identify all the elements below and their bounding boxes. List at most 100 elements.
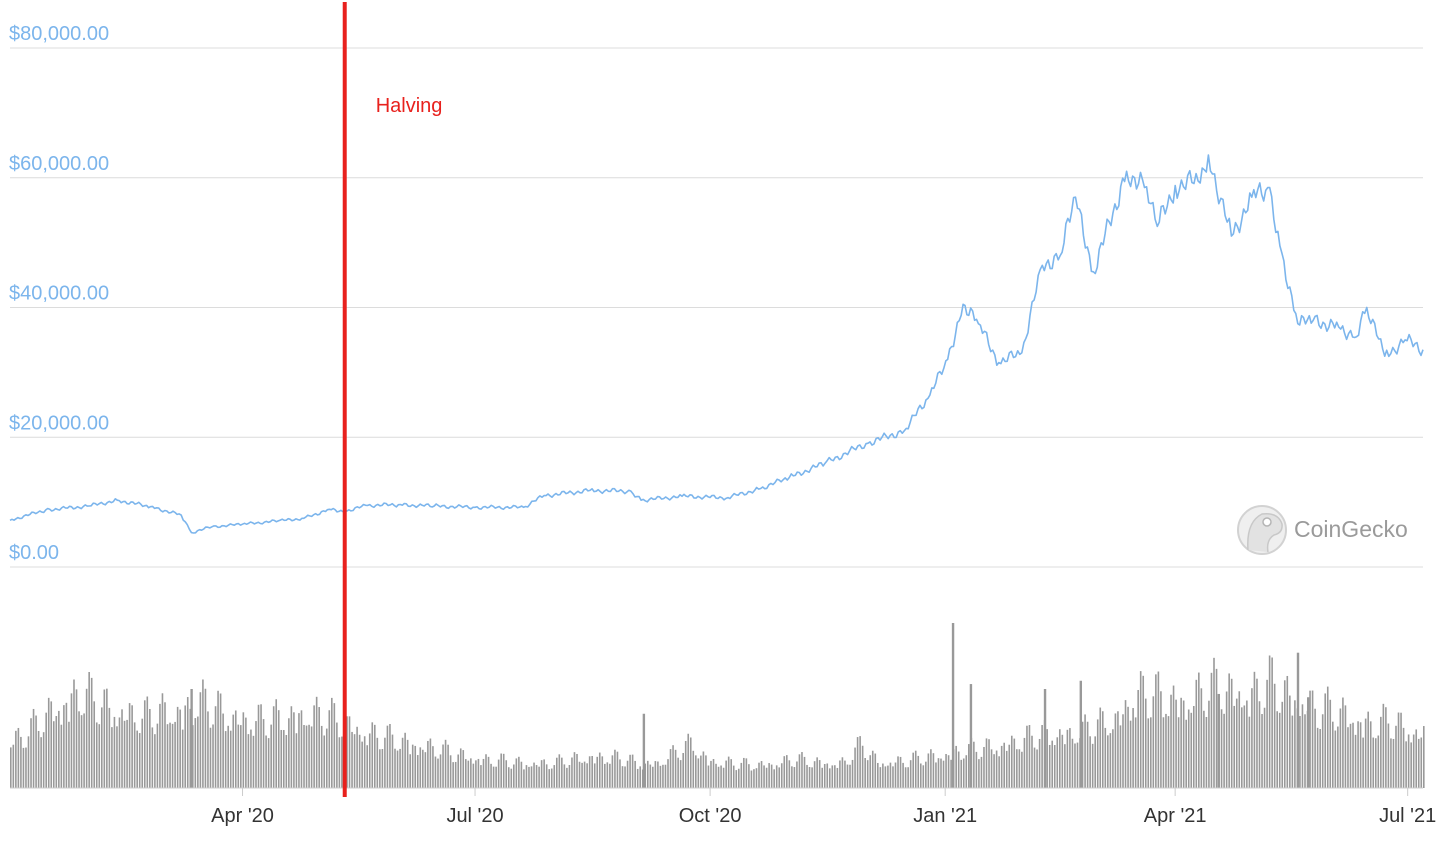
volume-bar (1311, 690, 1314, 788)
volume-bar (990, 749, 993, 788)
volume-bar (750, 770, 753, 788)
volume-bar (1390, 738, 1392, 788)
volume-bar (811, 767, 813, 788)
volume-bar (1263, 707, 1266, 788)
volume-bar (229, 730, 232, 788)
volume-bar (1423, 726, 1425, 788)
volume-bar (288, 718, 290, 788)
volume-bar (78, 711, 80, 788)
volume-bar (68, 721, 70, 788)
volume-bar (1220, 709, 1223, 788)
volume-bar (758, 762, 760, 788)
volume-bar (338, 737, 341, 788)
volume-bar (457, 754, 460, 788)
volume-bar (523, 769, 525, 788)
volume-bar (361, 741, 363, 788)
volume-bar (25, 747, 27, 788)
volume-bar (844, 760, 846, 788)
volume-bar (947, 755, 950, 788)
volume-bar (851, 759, 854, 788)
volume-bar (1248, 716, 1251, 788)
volume-bar (791, 766, 793, 788)
volume-bar (558, 754, 561, 788)
volume-bar (384, 737, 386, 788)
volume-bar (320, 725, 323, 788)
volume-bar (654, 761, 657, 788)
volume-bar (841, 757, 844, 788)
volume-bar (743, 757, 745, 788)
volume-bar (98, 724, 101, 788)
volume-bar (879, 767, 882, 788)
volume-bar (234, 710, 237, 788)
volume-bar (1241, 707, 1243, 788)
volume-bar (1228, 673, 1230, 788)
volume-bar (702, 751, 705, 788)
volume-bar (128, 703, 131, 788)
volume-bar (133, 722, 136, 788)
volume-bar (768, 763, 770, 788)
volume-bar (93, 701, 96, 788)
volume-bar (806, 764, 808, 788)
volume-bar (482, 758, 485, 788)
volume-bar (164, 702, 166, 788)
volume-bar (308, 724, 310, 788)
volume-bar (194, 718, 197, 788)
volume-bar (227, 725, 229, 788)
volume-bar (561, 757, 563, 788)
volume-bar (495, 766, 497, 788)
y-axis-labels: $0.00 $20,000.00 $40,000.00 $60,000.00 $80,0… (9, 23, 109, 564)
volume-bar (932, 753, 935, 788)
volume-bar (644, 763, 647, 788)
volume-bar (563, 764, 566, 788)
volume-bar (217, 690, 219, 788)
volume-bar (1122, 714, 1124, 788)
volume-bar (1150, 717, 1152, 788)
volume-bar (836, 767, 839, 788)
y-tick-label: $80,000.00 (9, 23, 109, 45)
volume-bar (1400, 712, 1402, 788)
volume-bar (922, 765, 925, 788)
volume-bar (467, 760, 470, 788)
volume-bar (298, 713, 300, 788)
volume-bar (796, 761, 798, 788)
volume-bar (333, 703, 336, 788)
volume-bar (902, 762, 904, 788)
volume-bar (247, 734, 250, 788)
volume-bar (280, 729, 283, 788)
volume-bar (1410, 742, 1412, 788)
volume-bar (1033, 747, 1036, 788)
volume-bar (275, 699, 278, 788)
volume-bar (803, 756, 806, 788)
volume-bar (83, 713, 85, 788)
volume-bar (765, 767, 768, 788)
volume-bar (106, 688, 108, 788)
volume-bar (154, 734, 156, 788)
volume-bar (892, 766, 894, 788)
volume-bar (657, 761, 659, 788)
volume-bar (1261, 714, 1263, 788)
volume-spike (1079, 680, 1083, 788)
volume-bar (1147, 718, 1150, 788)
volume-bar (823, 764, 826, 788)
volume-bar (313, 705, 315, 788)
volume-bar (37, 730, 40, 788)
volume-bar (1165, 713, 1167, 788)
volume-bar (980, 756, 983, 788)
volume-bar (543, 759, 545, 788)
volume-bar (1200, 688, 1203, 788)
volume-bar (1316, 727, 1319, 788)
volume-bar (101, 707, 103, 788)
volume-bar (1155, 674, 1157, 788)
volume-bar (1000, 745, 1003, 788)
volume-bar (480, 765, 482, 788)
volume-bar (336, 722, 338, 788)
volume-bar (1364, 718, 1367, 788)
volume-bar (866, 760, 869, 788)
volume-bar (1041, 725, 1043, 788)
volume-bar (1415, 729, 1418, 788)
volume-bar (955, 745, 957, 788)
volume-bar (528, 766, 530, 788)
volume-bar (197, 716, 199, 788)
volume-bar (470, 758, 472, 788)
